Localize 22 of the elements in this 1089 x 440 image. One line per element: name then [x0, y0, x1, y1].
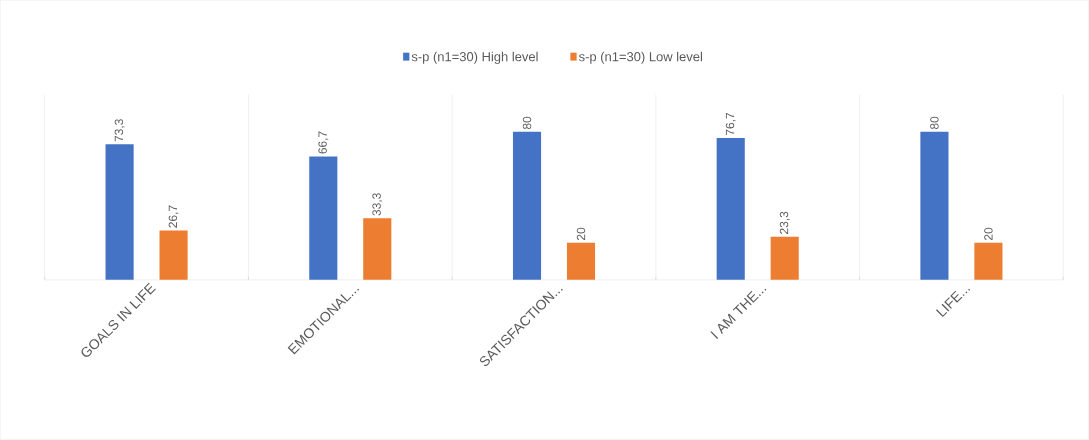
bar	[512, 131, 542, 281]
bar	[363, 218, 392, 281]
legend-label: s-p (n1=30) Low level	[578, 51, 702, 65]
data-label: 26,7	[168, 205, 179, 228]
data-label: 20	[984, 227, 993, 241]
data-label: 66,7	[318, 131, 329, 154]
data-label: 80	[522, 116, 532, 130]
bar	[309, 156, 338, 281]
bar	[770, 236, 799, 281]
data-label: 33,3	[372, 193, 383, 216]
bar	[159, 230, 188, 281]
bar	[716, 138, 745, 281]
data-label: 23,3	[779, 211, 790, 235]
data-label: 76,7	[725, 113, 736, 136]
data-label: 73,3	[114, 119, 125, 142]
data-label: 20	[576, 227, 586, 241]
bar	[974, 243, 1003, 281]
legend-label: s-p (n1=30) High level	[411, 51, 538, 65]
bar	[920, 131, 949, 281]
bar	[566, 243, 596, 281]
data-label: 80	[930, 116, 939, 130]
bar	[105, 144, 134, 281]
